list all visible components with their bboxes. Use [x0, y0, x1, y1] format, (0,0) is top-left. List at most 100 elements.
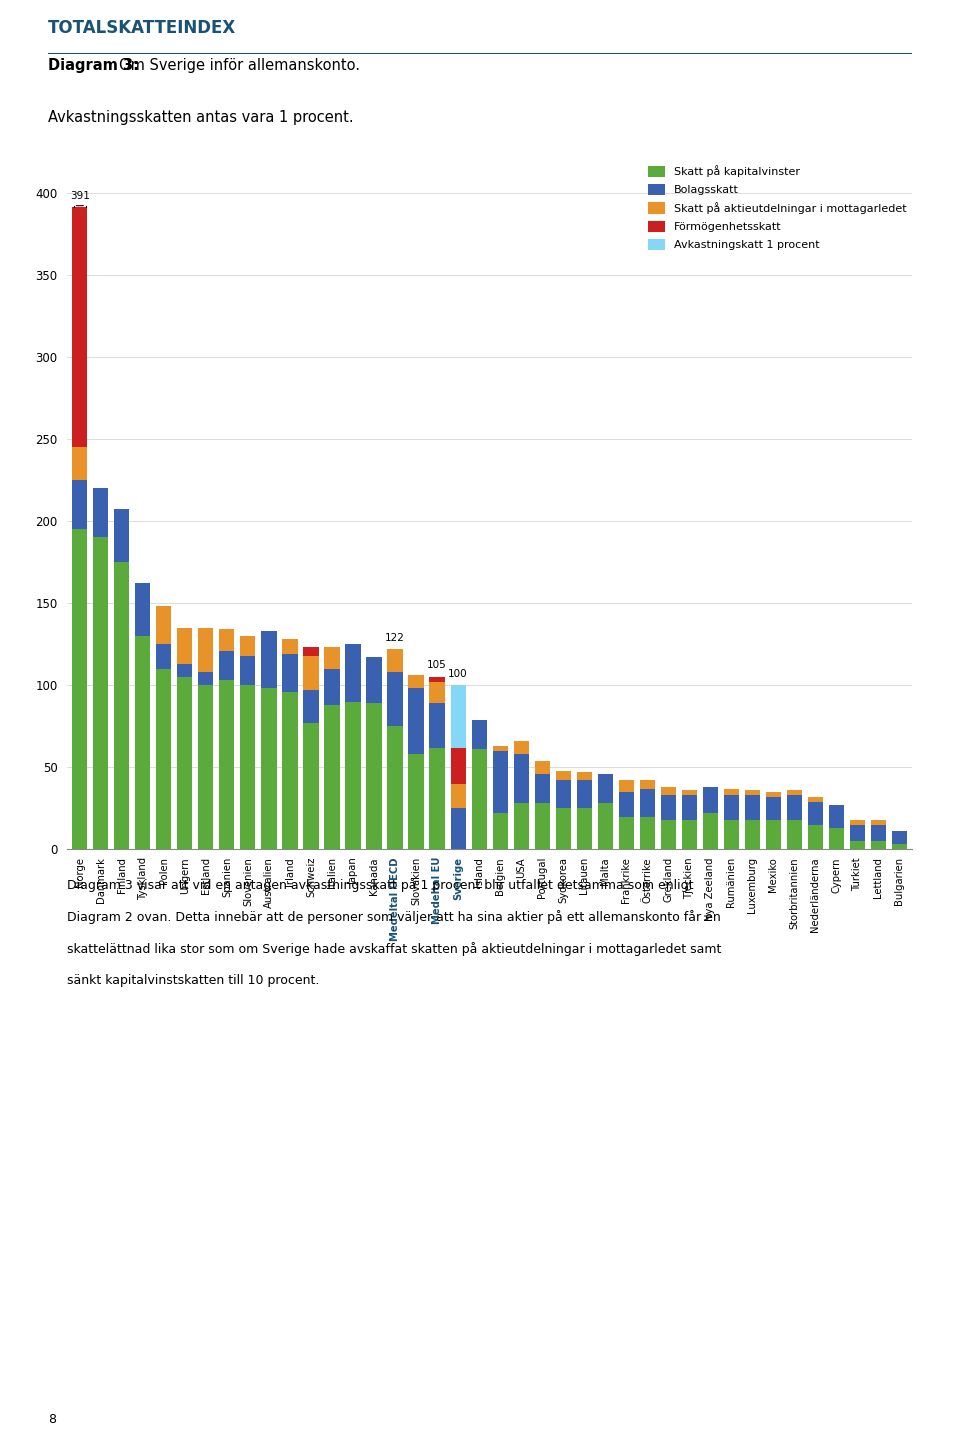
Text: 100: 100	[448, 668, 468, 678]
Bar	[178, 627, 192, 664]
Bar	[429, 703, 444, 748]
Bar	[745, 790, 760, 796]
Bar	[598, 774, 612, 803]
Bar	[850, 825, 865, 841]
Bar	[703, 813, 718, 849]
Bar	[471, 749, 487, 849]
Bar	[282, 691, 298, 849]
Legend: Skatt på kapitalvinster, Bolagsskatt, Skatt på aktieutdelningar i mottagarledet,: Skatt på kapitalvinster, Bolagsskatt, Sk…	[648, 166, 906, 250]
Bar	[324, 669, 340, 704]
Text: 105: 105	[427, 661, 447, 671]
Bar	[429, 748, 444, 849]
Bar	[429, 677, 444, 682]
Bar	[535, 761, 550, 774]
Bar	[388, 726, 402, 849]
Bar	[303, 656, 319, 690]
Bar	[556, 781, 570, 809]
Bar	[660, 796, 676, 820]
Bar	[766, 797, 780, 820]
Bar	[156, 669, 172, 849]
Bar	[388, 672, 402, 726]
Bar	[660, 787, 676, 796]
Bar	[514, 754, 529, 803]
Bar	[724, 820, 739, 849]
Bar	[828, 828, 844, 849]
Bar	[766, 820, 780, 849]
Bar	[409, 754, 423, 849]
Bar	[135, 584, 151, 636]
Bar	[240, 636, 255, 656]
Bar	[787, 820, 802, 849]
Bar	[450, 685, 466, 748]
Bar	[807, 797, 823, 802]
Bar	[156, 607, 172, 645]
Bar	[682, 796, 697, 820]
Bar	[72, 481, 87, 529]
Bar	[409, 675, 423, 688]
Bar	[703, 787, 718, 813]
Bar	[724, 788, 739, 796]
Bar	[724, 796, 739, 820]
Bar	[114, 562, 130, 849]
Bar	[303, 648, 319, 656]
Bar	[871, 841, 886, 849]
Bar	[556, 771, 570, 781]
Bar	[556, 809, 570, 849]
Bar	[178, 664, 192, 677]
Bar	[114, 510, 130, 562]
Bar	[367, 703, 381, 849]
Bar	[745, 796, 760, 820]
Bar	[745, 820, 760, 849]
Bar	[787, 790, 802, 796]
Bar	[219, 681, 234, 849]
Bar	[639, 816, 655, 849]
Bar	[577, 809, 591, 849]
Bar	[492, 751, 508, 813]
Bar	[850, 841, 865, 849]
Bar	[577, 781, 591, 809]
Bar	[618, 791, 634, 816]
Bar	[72, 208, 87, 447]
Bar	[639, 788, 655, 816]
Bar	[471, 720, 487, 749]
Bar	[409, 688, 423, 754]
Text: Om Sverige inför allemanskonto.: Om Sverige inför allemanskonto.	[119, 58, 360, 73]
Bar	[324, 648, 340, 669]
Text: sänkt kapitalvinstskatten till 10 procent.: sänkt kapitalvinstskatten till 10 procen…	[67, 974, 320, 987]
Bar	[261, 632, 276, 688]
Text: Diagram 3 visar att vid en antagen avkastningsskatt på 1 procent blir utfallet d: Diagram 3 visar att vid en antagen avkas…	[67, 878, 694, 893]
Bar	[514, 803, 529, 849]
Bar	[199, 627, 213, 672]
Bar	[72, 447, 87, 481]
Bar	[618, 781, 634, 791]
Bar	[492, 746, 508, 751]
Text: 8: 8	[48, 1413, 56, 1426]
Text: Diagram 2 ovan. Detta innebär att de personer som väljer att ha sina aktier på e: Diagram 2 ovan. Detta innebär att de per…	[67, 910, 721, 925]
Bar	[787, 796, 802, 820]
Bar	[219, 650, 234, 681]
Bar	[282, 653, 298, 691]
Bar	[492, 813, 508, 849]
Bar	[450, 784, 466, 809]
Bar	[388, 649, 402, 672]
Bar	[93, 537, 108, 849]
Text: 391: 391	[70, 190, 89, 200]
Bar	[766, 791, 780, 797]
Bar	[324, 704, 340, 849]
Text: Diagram 3:: Diagram 3:	[48, 58, 139, 73]
Bar	[135, 636, 151, 849]
Bar	[871, 820, 886, 825]
Bar	[93, 488, 108, 537]
Bar	[72, 529, 87, 849]
Bar	[261, 688, 276, 849]
Bar	[618, 816, 634, 849]
Bar	[303, 690, 319, 723]
Bar	[346, 645, 361, 701]
Bar	[429, 682, 444, 703]
Bar	[367, 658, 381, 703]
Bar	[199, 685, 213, 849]
Bar	[535, 803, 550, 849]
Bar	[535, 774, 550, 803]
Bar	[682, 790, 697, 796]
Bar	[240, 685, 255, 849]
